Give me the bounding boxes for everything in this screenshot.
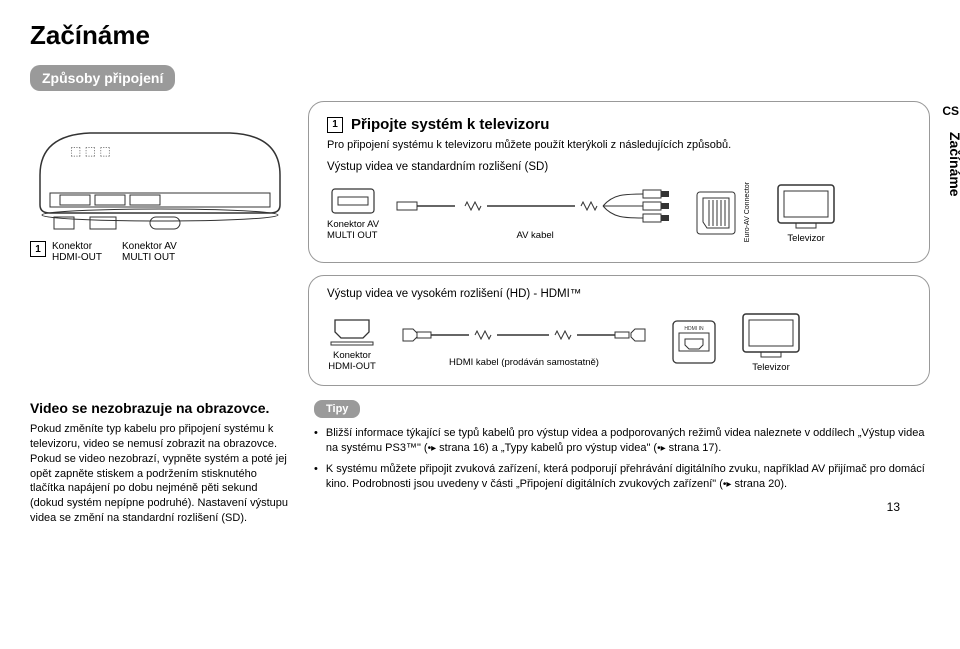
- ps3-console-icon: ⬚ ⬚ ⬚: [30, 115, 290, 235]
- tips-block: Tipy Bližší informace týkající se typů k…: [314, 400, 930, 526]
- step-subtitle: Pro připojení systému k televizoru můžet…: [327, 139, 911, 151]
- language-code: CS: [942, 104, 959, 118]
- hd-heading: Výstup videa ve vysokém rozlišení (HD) -…: [327, 288, 911, 300]
- svg-text:HDMI IN: HDMI IN: [684, 326, 704, 332]
- tv-caption-sd: Televizor: [787, 233, 825, 244]
- hd-panel: Výstup videa ve vysokém rozlišení (HD) -…: [308, 275, 930, 386]
- multi-out-caption: Konektor AV MULTI OUT: [327, 219, 379, 241]
- tv-icon: [774, 181, 838, 231]
- hdmi-port-caption: Konektor HDMI-OUT: [328, 350, 376, 372]
- page-title: Začínáme: [30, 20, 930, 51]
- tv-caption-hd: Televizor: [752, 362, 790, 373]
- svg-text:⬚ ⬚ ⬚: ⬚ ⬚ ⬚: [70, 144, 111, 158]
- hdmi-port-icon: [327, 312, 377, 348]
- troubleshoot-block: Video se nezobrazuje na obrazovce. Pokud…: [30, 400, 290, 526]
- multi-out-label: Konektor AV MULTI OUT: [122, 241, 177, 263]
- hdmi-in-icon: HDMI IN: [671, 319, 717, 365]
- hdmi-cable-icon: [399, 315, 649, 355]
- tips-label: Tipy: [314, 400, 360, 418]
- step-panel: CS Začínáme 1 Připojte systém k televizo…: [308, 101, 930, 263]
- scart-icon: [691, 188, 741, 238]
- troubleshoot-title: Video se nezobrazuje na obrazovce.: [30, 400, 290, 416]
- tv-icon-hd: [739, 310, 803, 360]
- side-tab: Začínáme: [947, 132, 960, 197]
- tip-1: Bližší informace týkající se typů kabelů…: [314, 426, 930, 456]
- step-title: Připojte systém k televizoru: [351, 116, 549, 133]
- tip-2: K systému můžete připojit zvuková zaříze…: [314, 462, 930, 492]
- step-number: 1: [327, 117, 343, 133]
- console-illustration: ⬚ ⬚ ⬚ 1 Konektor HDMI-OUT Konektor AV MU…: [30, 101, 290, 263]
- multi-out-port-icon: [328, 185, 378, 217]
- av-cable-icon: [395, 184, 675, 228]
- section-heading: Způsoby připojení: [30, 65, 175, 91]
- troubleshoot-text: Pokud změníte typ kabelu pro připojení s…: [30, 422, 290, 526]
- sd-heading: Výstup videa ve standardním rozlišení (S…: [327, 161, 911, 173]
- euro-av-label: Euro-AV Connector: [744, 182, 751, 242]
- av-cable-caption: AV kabel: [516, 230, 553, 241]
- arrow-icon: •▸: [428, 442, 437, 456]
- page-number: 13: [887, 500, 900, 514]
- arrow-icon: •▸: [657, 442, 666, 456]
- label-number-1: 1: [30, 241, 46, 257]
- hdmi-cable-caption: HDMI kabel (prodáván samostatně): [449, 357, 599, 368]
- hdmi-out-label: Konektor HDMI-OUT: [52, 241, 102, 263]
